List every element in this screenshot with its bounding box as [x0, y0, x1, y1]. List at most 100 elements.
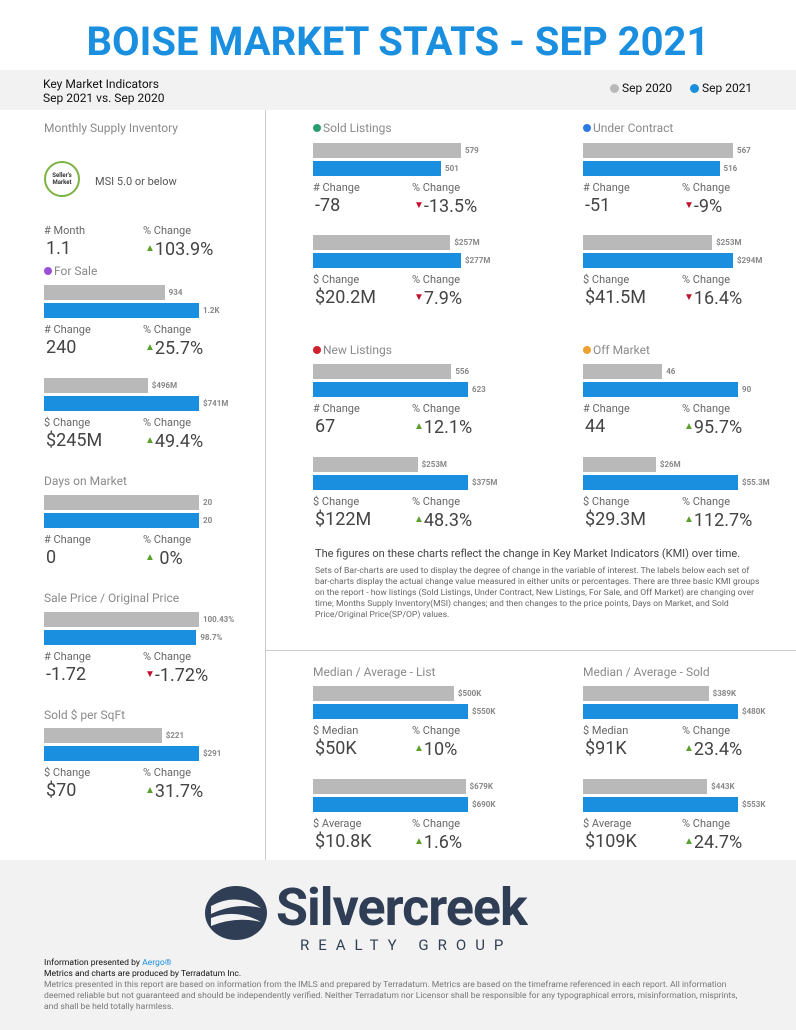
change-label: % Change — [412, 495, 461, 508]
section-title: Sold $ per SqFt — [44, 708, 125, 722]
change-text: -51 — [585, 195, 611, 216]
change-value: $20.2M — [315, 289, 376, 307]
change-value: $91K — [585, 740, 627, 758]
bar — [44, 303, 199, 318]
change-label: % Change — [412, 724, 461, 737]
change-label: $ Median — [583, 724, 629, 737]
change-value: 240 — [46, 339, 76, 357]
bar — [44, 746, 199, 761]
change-label: # Month — [44, 224, 86, 237]
change-text: 12.1% — [423, 417, 473, 438]
link[interactable]: Aergo® — [142, 958, 172, 968]
subtitle: Key Market Indicators — [43, 77, 159, 91]
bar-label: $550K — [472, 707, 496, 716]
change-label: $ Change — [313, 273, 360, 286]
bar — [44, 396, 199, 411]
trend-arrow: ▲ — [145, 435, 155, 446]
section-dot — [583, 346, 591, 354]
bar — [44, 513, 199, 528]
bar-label: $741M — [203, 399, 229, 408]
change-text: 44 — [585, 416, 606, 437]
produced: Metrics and charts are produced by Terra… — [44, 969, 242, 979]
bar-label: 623 — [472, 385, 486, 394]
change-value: $50K — [315, 740, 357, 758]
bar-label: $221 — [165, 731, 185, 740]
change-text: 48.3% — [423, 510, 473, 531]
logo-sub: REALTY GROUP — [300, 936, 513, 954]
header-band — [0, 70, 796, 110]
trend-arrow: ▼ — [145, 669, 155, 680]
bar — [583, 686, 709, 701]
change-text: 1.1 — [46, 238, 71, 259]
change-label: $ Average — [583, 817, 632, 830]
section-title: Off Market — [593, 343, 650, 357]
trend-arrow: ▼ — [414, 292, 424, 303]
change-text: -13.5% — [423, 196, 478, 217]
change-text: -9% — [693, 196, 723, 217]
presented: Information presented by Aergo® — [44, 958, 172, 968]
change-label: % Change — [412, 817, 461, 830]
trend-arrow: ▲ — [414, 421, 424, 432]
trend-arrow: ▲ — [684, 421, 694, 432]
bar-label: $679K — [469, 782, 493, 791]
change-label: $ Change — [44, 766, 91, 779]
section-title: Median / Average - List — [313, 665, 436, 679]
trend-arrow: ▲ — [145, 552, 155, 563]
bar — [583, 704, 738, 719]
change-text: 67 — [315, 416, 336, 437]
legend-label: Sep 2021 — [702, 81, 753, 95]
change-value: ▲103.9% — [145, 240, 213, 259]
change-text: 10% — [423, 739, 458, 760]
trend-arrow: ▲ — [684, 743, 694, 754]
change-label: % Change — [682, 402, 731, 415]
change-text: 0 — [46, 547, 57, 568]
bar — [44, 495, 199, 510]
bar-label: $26M — [659, 460, 681, 469]
change-value: ▲24.7% — [684, 833, 742, 852]
change-label: $ Change — [583, 495, 630, 508]
bar-label: $500K — [457, 689, 482, 698]
change-label: # Change — [583, 402, 630, 415]
divider — [265, 110, 266, 860]
change-text: $245M — [46, 430, 103, 451]
change-value: ▲49.4% — [145, 432, 203, 451]
bar-label: $257M — [454, 238, 480, 247]
change-label: # Change — [583, 181, 630, 194]
change-label: % Change — [143, 416, 192, 429]
change-label: # Change — [44, 323, 91, 336]
change-value: ▲31.7% — [145, 782, 203, 801]
change-value: ▲1.6% — [414, 833, 462, 852]
bar-label: 20 — [203, 498, 213, 507]
trend-arrow: ▲ — [684, 514, 694, 525]
bar — [44, 378, 148, 393]
change-label: % Change — [412, 402, 461, 415]
bar-label: 90 — [742, 385, 752, 394]
logo-mark — [205, 886, 267, 940]
bar-label: $480K — [742, 707, 766, 716]
change-value: ▼-13.5% — [414, 197, 477, 216]
bar-label: $253M — [421, 460, 447, 469]
trend-arrow: ▼ — [684, 292, 694, 303]
bar-label: $443K — [711, 782, 735, 791]
change-text: $50K — [315, 738, 357, 759]
bar — [44, 612, 199, 627]
bar-label: $253M — [716, 238, 742, 247]
change-text: -1.72% — [154, 665, 209, 686]
trend-arrow: ▼ — [414, 200, 424, 211]
change-text: 1.6% — [423, 832, 463, 853]
change-label: % Change — [412, 273, 461, 286]
trend-arrow: ▲ — [145, 342, 155, 353]
change-value: $70 — [46, 782, 76, 800]
change-value: 1.1 — [46, 240, 71, 258]
change-label: $ Change — [44, 416, 91, 429]
change-value: $109K — [585, 833, 637, 851]
title: BOISE MARKET STATS - SEP 2021 — [86, 18, 710, 65]
note: MSI 5.0 or below — [95, 175, 177, 188]
change-text: 16.4% — [693, 288, 743, 309]
change-text: $20.2M — [315, 287, 376, 308]
bar-label: $55.3M — [742, 478, 770, 487]
bar — [313, 161, 442, 176]
change-text: $122M — [315, 509, 372, 530]
bar-label: 516 — [723, 164, 738, 173]
